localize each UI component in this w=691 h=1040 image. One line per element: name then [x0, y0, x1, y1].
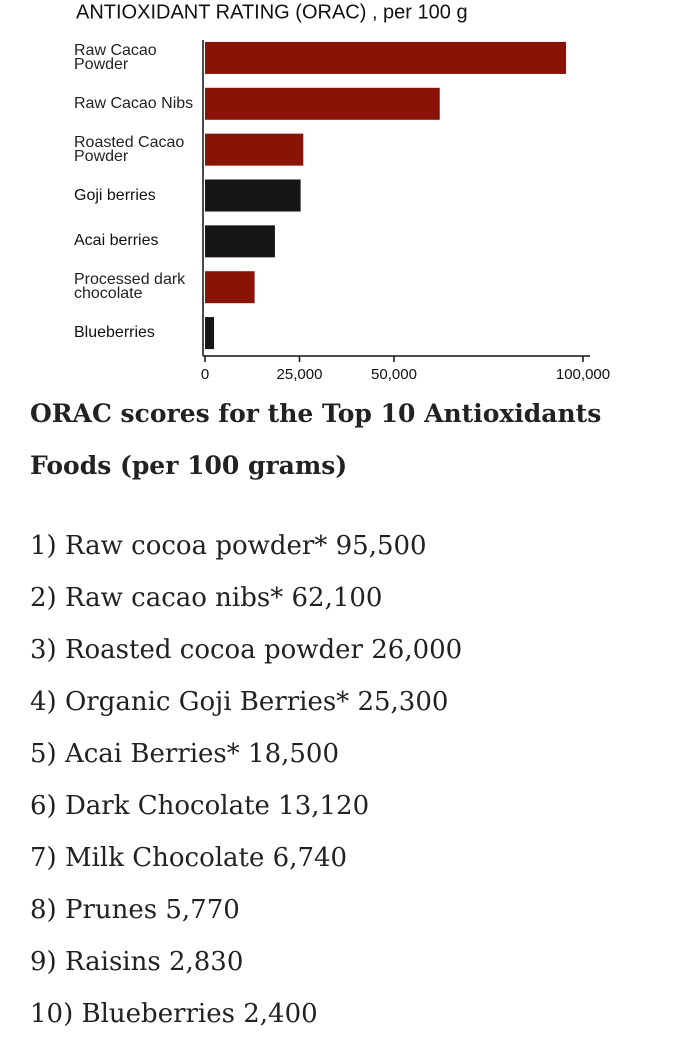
bar [205, 41, 566, 74]
x-tick-label: 0 [201, 366, 209, 383]
category-label: Processed dark chocolate [74, 271, 186, 303]
bar [205, 225, 275, 258]
item-list: 1) Raw cocoa powder* 95,500 2) Raw cacao … [30, 520, 462, 1040]
list-item: 10) Blueberries 2,400 [30, 999, 318, 1029]
chart-title: ANTIOXIDANT RATING (ORAC) , per 100 g [76, 1, 468, 23]
list-item: 7) Milk Chocolate 6,740 [30, 843, 348, 873]
bar [205, 133, 304, 166]
list-item: 2) Raw cacao nibs* 62,100 [30, 583, 383, 613]
list-item: 9) Raisins 2,830 [30, 947, 244, 977]
list-item: 6) Dark Chocolate 13,120 [30, 791, 370, 821]
list-item: 8) Prunes 5,770 [30, 895, 240, 925]
category-label: Blueberries [74, 324, 155, 342]
list-item: 3) Roasted cocoa powder 26,000 [30, 635, 463, 665]
category-label: Raw Cacao Nibs [74, 94, 194, 112]
bar [205, 179, 301, 212]
chart: ANTIOXIDANT RATING (ORAC) , per 100 g 0 2… [0, 0, 691, 392]
x-tick-label: 25,000 [277, 366, 323, 383]
list-item: 4) Organic Goji Berries* 25,300 [30, 687, 449, 717]
x-tick-label: 50,000 [371, 366, 417, 383]
category-label: Raw Cacao Powder [74, 41, 157, 73]
bar [205, 271, 255, 304]
heading: ORAC scores for the Top 10 Antioxidants … [30, 399, 602, 480]
list-item: 5) Acai Berries* 18,500 [30, 739, 340, 769]
category-label: Goji berries [74, 186, 156, 204]
bar [205, 317, 215, 350]
bar [205, 87, 440, 120]
list-item: 1) Raw cocoa powder* 95,500 [30, 531, 427, 561]
x-tick-label: 100,000 [556, 366, 610, 383]
category-label: Acai berries [74, 232, 159, 250]
chart-svg: ANTIOXIDANT RATING (ORAC) , per 100 g 0 2… [76, 1, 610, 383]
category-label: Roasted Cacao Powder [74, 133, 185, 165]
